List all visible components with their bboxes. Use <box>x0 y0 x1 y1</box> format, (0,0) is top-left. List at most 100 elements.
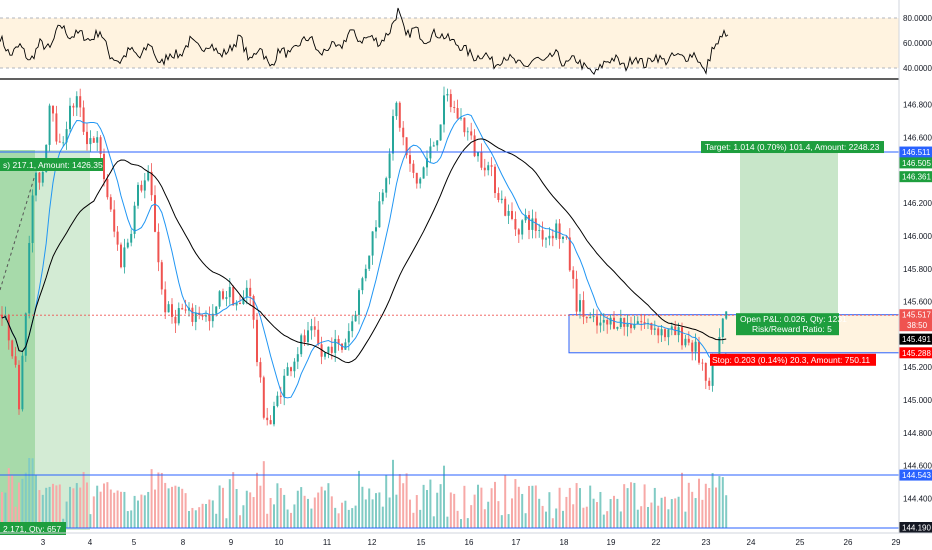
volume-bar <box>589 485 592 528</box>
stop-label[interactable]: Stop: 0.203 (0.14%) 20.3, Amount: 750.11 <box>710 353 876 366</box>
candle <box>262 375 265 420</box>
candle <box>242 290 245 305</box>
candle <box>415 172 418 189</box>
volume-bar <box>582 507 585 528</box>
candle <box>75 91 78 117</box>
candle <box>477 151 479 162</box>
candle <box>239 295 241 305</box>
candle <box>300 333 303 357</box>
volume-bar <box>116 490 119 528</box>
candle <box>511 202 513 221</box>
left-qty-label[interactable]: 2.171, Qty: 657 <box>0 522 66 535</box>
volume-bar <box>174 485 177 528</box>
volume-bar <box>633 482 636 528</box>
candle <box>409 147 411 172</box>
ma-slow-line <box>1 138 727 364</box>
candle <box>103 148 105 187</box>
volume-bar <box>596 502 598 528</box>
label-lower-blue: 144.543 <box>899 469 932 481</box>
candle <box>687 331 690 346</box>
time-label: 12 <box>368 538 377 547</box>
candle <box>296 347 299 370</box>
volume-bar <box>300 487 303 528</box>
time-axis[interactable]: 3 4 5 8 9 10 11 12 15 16 17 18 19 22 23 24 25 26 29 <box>0 532 932 547</box>
volume-bar <box>538 498 541 528</box>
volume-bar <box>198 507 201 528</box>
volume-bar <box>422 484 425 528</box>
volume-bar <box>626 488 629 528</box>
volume-bar <box>694 498 697 528</box>
volume-bar <box>426 490 428 528</box>
candle <box>313 317 316 337</box>
candle <box>147 165 150 182</box>
candle <box>99 135 102 160</box>
volume-bar <box>602 514 605 528</box>
candle <box>116 225 119 251</box>
volume-bar <box>4 492 7 528</box>
candle <box>184 299 187 314</box>
open-pnl-text: Open P&L: 0.026, Qty: 1231 <box>740 314 847 324</box>
left-position-tool[interactable] <box>0 150 90 530</box>
candle <box>545 237 547 248</box>
time-label: 11 <box>323 538 332 547</box>
volume-bar <box>313 497 316 528</box>
candle <box>113 200 116 238</box>
volume-bar <box>201 503 204 528</box>
volume-bar <box>347 509 350 528</box>
candle <box>232 285 235 306</box>
rsi-series <box>0 7 729 76</box>
volume-bar <box>184 493 187 528</box>
volume-bar <box>687 482 690 528</box>
candle <box>96 131 99 152</box>
candle <box>701 358 704 371</box>
volume-bar <box>327 483 330 528</box>
volume-bar <box>494 481 496 528</box>
left-amount-label[interactable]: s) 217.1, Amount: 1426.35 <box>0 158 103 171</box>
volume-bar <box>259 485 262 528</box>
volume-bar <box>7 468 10 528</box>
candle <box>466 127 469 141</box>
rsi-pane[interactable] <box>0 7 899 76</box>
svg-text:144.543: 144.543 <box>902 471 931 480</box>
volume-bar <box>517 486 520 528</box>
right-position-tool[interactable] <box>568 153 901 354</box>
volume-bar <box>701 499 704 528</box>
candle <box>222 288 224 301</box>
volume-bar <box>551 518 554 528</box>
volume-bar <box>140 494 143 528</box>
time-label: 23 <box>702 538 711 547</box>
candle <box>164 281 167 320</box>
volume-bar <box>330 496 333 528</box>
candle <box>317 320 320 347</box>
volume-bar <box>225 518 228 528</box>
volume-bar <box>273 504 275 528</box>
label-bottom-price: 144.190 <box>899 522 932 533</box>
volume-bar <box>548 492 551 528</box>
volume-bar <box>106 482 109 528</box>
volume-bar <box>191 507 194 528</box>
candle <box>490 157 493 177</box>
time-label: 3 <box>41 538 46 547</box>
candle <box>497 187 500 203</box>
entry-box[interactable] <box>568 314 901 354</box>
left-qty-text: 2.171, Qty: 657 <box>3 524 61 534</box>
price-tick-label: 145.800 <box>903 265 932 274</box>
candle <box>412 160 415 179</box>
volume-bar <box>344 500 347 528</box>
candle <box>361 276 364 295</box>
candle <box>446 88 449 102</box>
volume-bar <box>409 499 411 528</box>
candle <box>551 229 554 247</box>
label-stop-price: 145.288 <box>899 347 932 359</box>
volume-bar <box>371 499 374 528</box>
open-pnl-label[interactable]: Open P&L: 0.026, Qty: 1231 Risk/Reward R… <box>736 313 847 336</box>
volume-bar <box>698 478 700 528</box>
target-label[interactable]: Target: 1.014 (0.70%) 101.4, Amount: 224… <box>701 141 884 154</box>
volume-bar <box>324 490 326 528</box>
svg-text:146.505: 146.505 <box>902 159 931 168</box>
candle <box>633 315 636 330</box>
price-tick-label: 144.600 <box>903 462 932 471</box>
volume-bar <box>35 475 37 528</box>
